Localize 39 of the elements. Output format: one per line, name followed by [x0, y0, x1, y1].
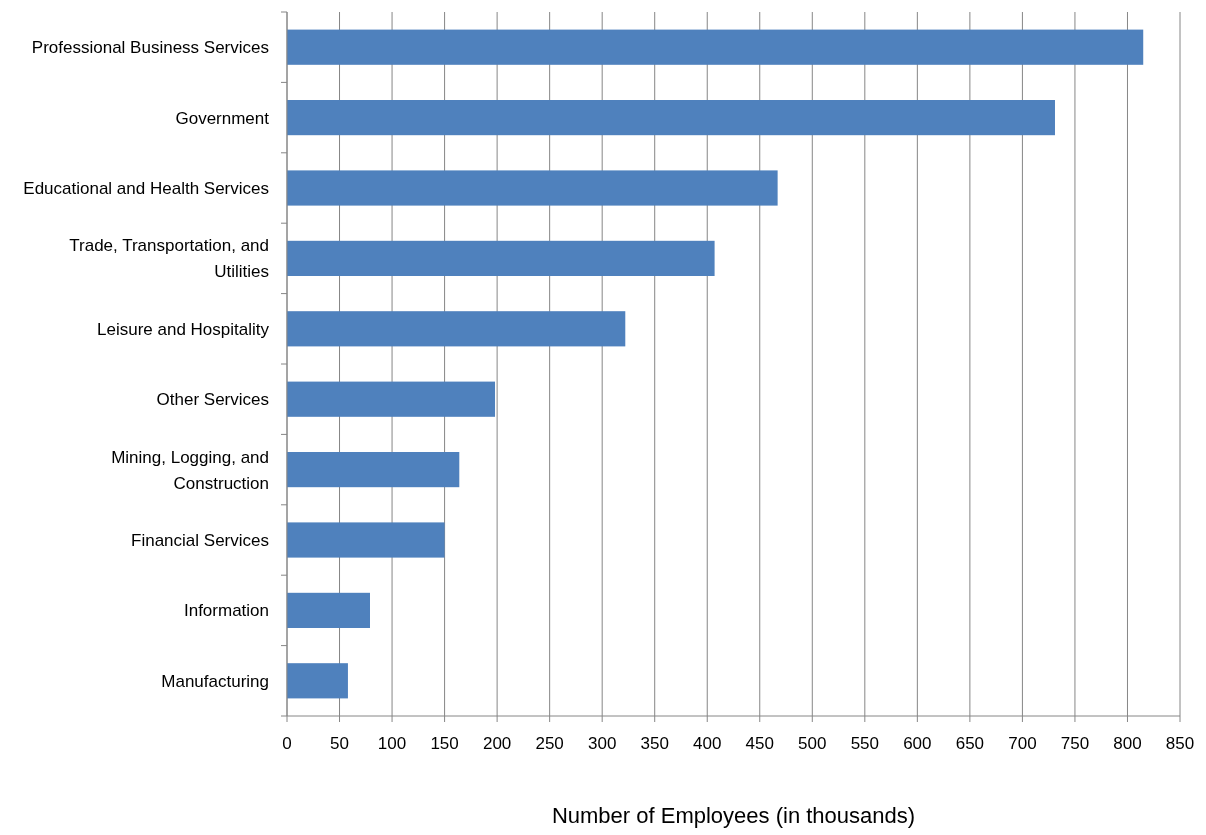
y-tick-label: Professional Business Services [31, 38, 269, 58]
x-tick-label: 0 [282, 734, 292, 753]
x-tick-label: 400 [693, 734, 722, 753]
y-tick-label: Trade, Transportation, and Utilities [69, 236, 269, 282]
y-tick-label: Other Services [156, 390, 269, 410]
y-tick-label: Mining, Logging, and Construction [111, 447, 269, 493]
x-tick-label: 800 [1113, 734, 1142, 753]
x-tick-label: 650 [955, 734, 985, 753]
bar [287, 170, 778, 206]
x-axis-title: Number of Employees (in thousands) [551, 803, 916, 828]
x-tick-label: 450 [745, 734, 774, 753]
bar [287, 311, 626, 347]
bar [287, 29, 1144, 65]
x-tick-label: 550 [850, 734, 880, 753]
y-tick-label: Educational and Health Services [23, 179, 269, 198]
y-tick-label: Financial Services [131, 531, 269, 550]
x-tick-label: 700 [1008, 734, 1037, 753]
bar [287, 452, 460, 488]
y-tick-label: Manufacturing [161, 671, 269, 691]
x-tick-label: 850 [1165, 734, 1195, 753]
x-tick-label: 750 [1060, 734, 1090, 753]
y-tick-label: Government [175, 108, 270, 128]
x-tick-label: 600 [903, 734, 932, 753]
bar [287, 663, 348, 699]
x-tick-label: 300 [587, 734, 617, 753]
x-tick-label: 50 [330, 734, 349, 753]
bar [287, 240, 715, 276]
bar [287, 522, 445, 558]
y-tick-label: Leisure and Hospitality [97, 319, 270, 339]
y-tick-label: Information [183, 601, 269, 621]
x-tick-label: 100 [377, 734, 407, 753]
x-tick-label: 200 [482, 734, 512, 753]
bar [287, 381, 496, 417]
bar [287, 592, 370, 628]
x-tick-label: 350 [640, 734, 669, 753]
x-tick-label: 150 [430, 734, 459, 753]
x-tick-label: 250 [535, 734, 564, 753]
x-tick-label: 500 [798, 734, 827, 753]
bar [287, 100, 1055, 136]
